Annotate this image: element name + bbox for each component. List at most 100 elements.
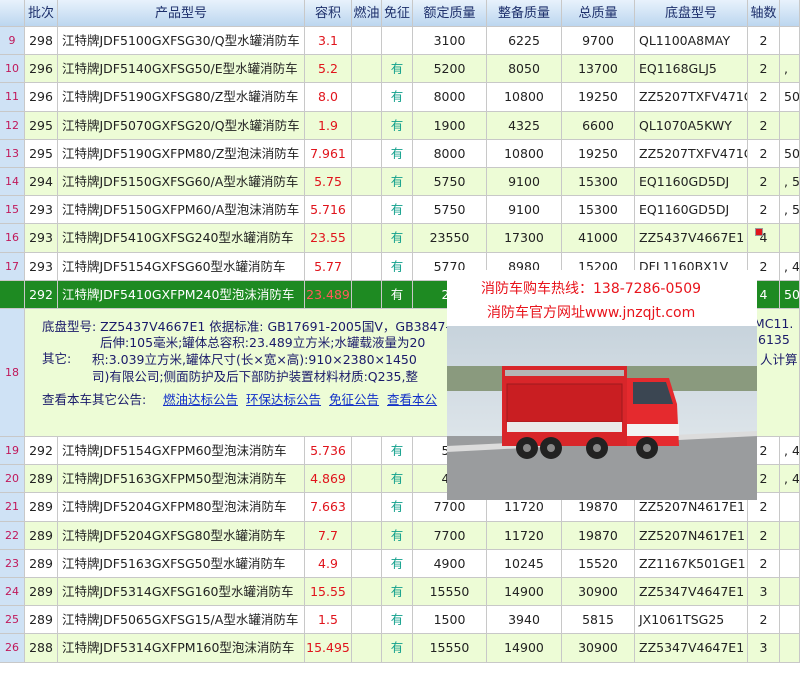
rated-mass: 5750 [413, 168, 487, 197]
ad-overlay: 消防车购车热线：138-7286-0509 消防车官方网址www.jnzqjt.… [447, 270, 757, 500]
exempt: 有 [382, 196, 413, 225]
notice-link[interactable]: 环保达标公告 [246, 392, 322, 407]
rated-mass: 5200 [413, 55, 487, 84]
website: 消防车官方网址www.jnzqjt.com [487, 305, 696, 321]
column-header: 底盘型号 [635, 0, 748, 27]
batch: 293 [25, 196, 58, 225]
notice-link[interactable]: 燃油达标公告 [163, 392, 239, 407]
extra: , 51 [780, 168, 800, 197]
chassis-model: EQ1168GLJ5 [635, 55, 748, 84]
total-mass: 9700 [562, 27, 635, 56]
product-model: 江特牌JDF5154GXFPM60型泡沫消防车 [58, 437, 305, 466]
rated-mass: 1900 [413, 111, 487, 140]
axles: 4 [748, 224, 780, 253]
volume: 4.9 [305, 549, 352, 578]
chassis-model: ZZ5347V4647E1 [635, 634, 748, 663]
volume: 23.489 [305, 280, 352, 309]
row-index: 23 [0, 549, 25, 578]
column-header: 额定质量 [413, 0, 487, 27]
axles: 2 [748, 27, 780, 56]
volume: 5.75 [305, 168, 352, 197]
exempt: 有 [382, 606, 413, 635]
column-header: 轴数 [748, 0, 780, 27]
axles: 2 [748, 168, 780, 197]
fuel [352, 55, 382, 84]
volume: 4.869 [305, 465, 352, 494]
curb-mass: 14900 [487, 634, 562, 663]
product-model: 江特牌JDF5410GXFSG240型水罐消防车 [58, 224, 305, 253]
chassis-model: EQ1160GD5DJ [635, 168, 748, 197]
batch: 289 [25, 521, 58, 550]
curb-mass: 9100 [487, 168, 562, 197]
rated-mass: 3100 [413, 27, 487, 56]
exempt [382, 27, 413, 56]
chassis-model: ZZ5207TXFV471GE5 [635, 83, 748, 112]
volume: 1.9 [305, 111, 352, 140]
batch: 289 [25, 606, 58, 635]
batch: 296 [25, 55, 58, 84]
volume: 7.961 [305, 139, 352, 168]
exempt: 有 [382, 83, 413, 112]
product-model: 江特牌JDF5190GXFSG80/Z型水罐消防车 [58, 83, 305, 112]
fuel [352, 196, 382, 225]
axles: 2 [748, 55, 780, 84]
rated-mass: 4900 [413, 549, 487, 578]
total-mass: 30900 [562, 578, 635, 607]
extra [780, 521, 800, 550]
product-model: 江特牌JDF5154GXFSG60型水罐消防车 [58, 252, 305, 281]
batch: 289 [25, 549, 58, 578]
chassis-model: ZZ5207TXFV471GE5 [635, 139, 748, 168]
axles: 3 [748, 634, 780, 663]
rated-mass: 15550 [413, 634, 487, 663]
notice-link[interactable]: 查看本公 [387, 392, 438, 407]
notice-link[interactable]: 免征公告 [329, 392, 380, 407]
row-index: 20 [0, 465, 25, 494]
total-mass: 5815 [562, 606, 635, 635]
curb-mass: 8050 [487, 55, 562, 84]
exempt: 有 [382, 224, 413, 253]
extra: 500 [780, 83, 800, 112]
column-header [780, 0, 800, 27]
volume: 5.716 [305, 196, 352, 225]
batch: 296 [25, 83, 58, 112]
fuel [352, 280, 382, 309]
chassis-model: EQ1160GD5DJ [635, 196, 748, 225]
volume: 5.736 [305, 437, 352, 466]
total-mass: 41000 [562, 224, 635, 253]
product-model: 江特牌JDF5100GXFSG30/Q型水罐消防车 [58, 27, 305, 56]
detail-text: 其它: [42, 351, 72, 366]
exempt: 有 [382, 280, 413, 309]
detail-text: 底盘型号: ZZ5437V4667E1 依据标准: GB17691-2005国Ⅴ… [42, 319, 450, 334]
hotline: 消防车购车热线：138-7286-0509 [481, 281, 702, 297]
total-mass: 30900 [562, 634, 635, 663]
rated-mass: 1500 [413, 606, 487, 635]
curb-mass: 10800 [487, 139, 562, 168]
extra: 500 [780, 280, 800, 309]
product-model: 江特牌JDF5190GXFPM80/Z型泡沫消防车 [58, 139, 305, 168]
exempt: 有 [382, 111, 413, 140]
header-corner [0, 0, 25, 27]
column-header: 批次 [25, 0, 58, 27]
extra: , 4 [780, 465, 800, 494]
exempt: 有 [382, 465, 413, 494]
volume: 3.1 [305, 27, 352, 56]
extra: , [780, 55, 800, 84]
column-header: 容积 [305, 0, 352, 27]
exempt: 有 [382, 139, 413, 168]
row-index: 12 [0, 111, 25, 140]
total-mass: 19870 [562, 521, 635, 550]
detail-text: 人计算 [760, 352, 798, 367]
axles: 2 [748, 521, 780, 550]
batch: 298 [25, 27, 58, 56]
exempt: 有 [382, 252, 413, 281]
chassis-model: QL1100A8MAY [635, 27, 748, 56]
product-model: 江特牌JDF5140GXFSG50/E型水罐消防车 [58, 55, 305, 84]
detail-text: 积:3.039立方米,罐体尺寸(长×宽×高):910×2380×1450 [92, 352, 417, 367]
row-index: 26 [0, 634, 25, 663]
detail-text: 6135 [758, 332, 790, 347]
axles: 2 [748, 83, 780, 112]
rated-mass: 15550 [413, 578, 487, 607]
product-model: 江特牌JDF5410GXFPM240型泡沫消防车 [58, 280, 305, 309]
chassis-model: ZZ5207N4617E1 [635, 521, 748, 550]
batch: 288 [25, 634, 58, 663]
